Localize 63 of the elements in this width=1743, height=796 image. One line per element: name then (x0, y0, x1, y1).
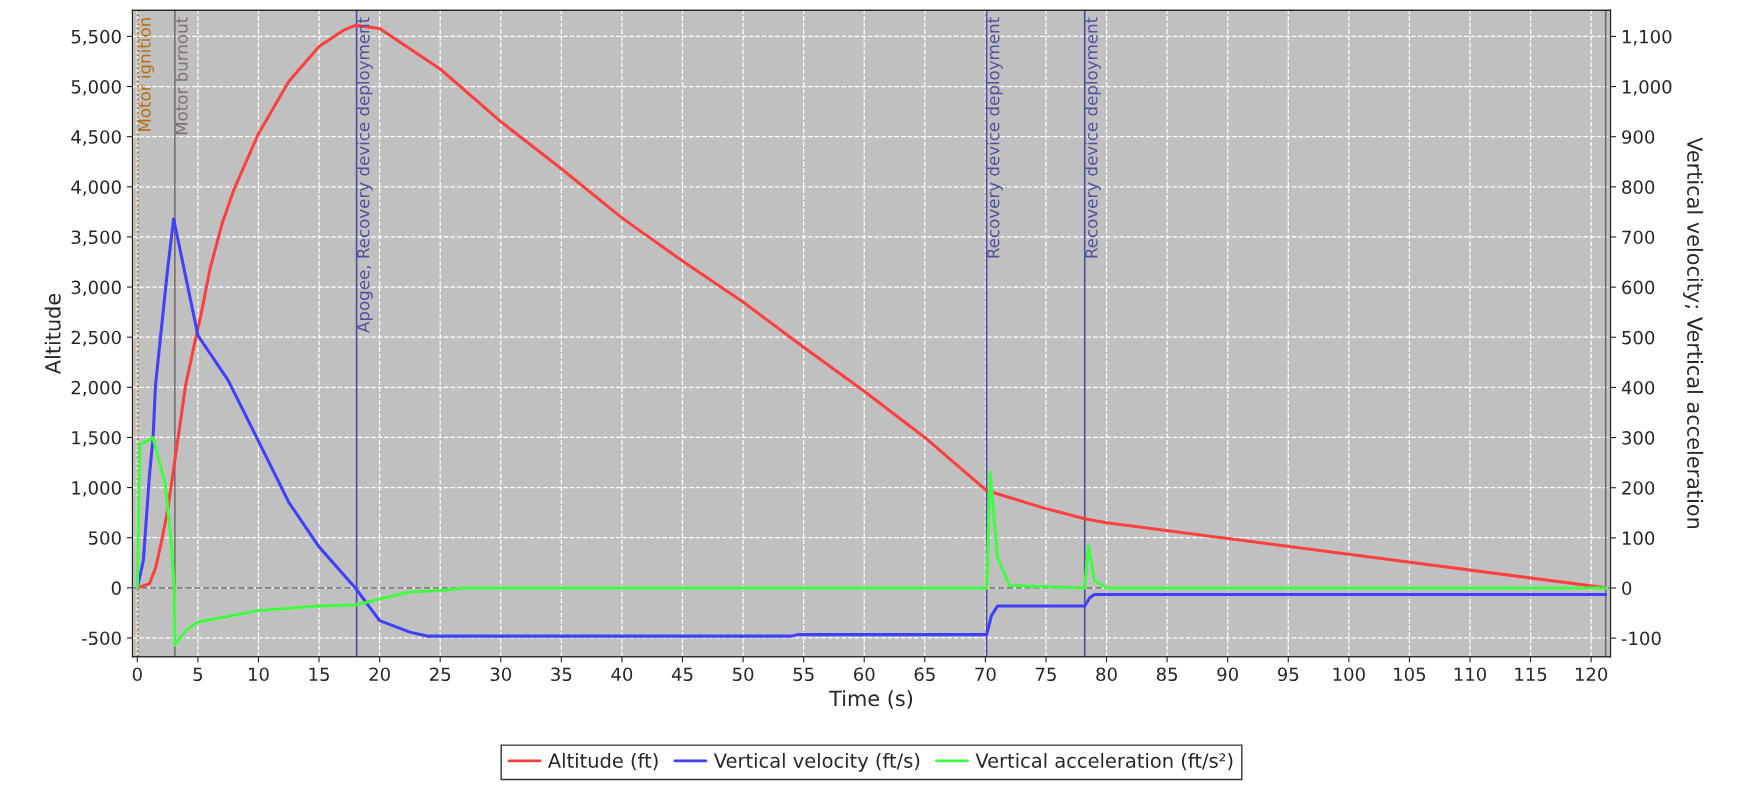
x-tick-label: 120 (1575, 667, 1608, 682)
ref-line-label: Motor ignition (137, 18, 155, 131)
y2-axis-title: Vertical velocity; Vertical acceleration (1683, 137, 1704, 529)
y2-tick-label: 700 (1622, 230, 1655, 245)
y-tick-label: 2,000 (71, 380, 121, 397)
x-tick-label: 105 (1394, 667, 1426, 682)
y-tick-label: -500 (81, 631, 121, 646)
y2-tick-label: 400 (1621, 380, 1655, 395)
x-tick-label: 40 (611, 667, 633, 682)
y2-tick-label: 1,100 (1622, 29, 1672, 46)
x-tick-label: 5 (193, 667, 203, 682)
ref-line-label: Recovery device deployment (986, 17, 1003, 258)
y2-tick-label: 800 (1622, 180, 1655, 194)
legend-label: Altitude (ft) (548, 752, 658, 771)
x-tick-label: 65 (914, 667, 935, 682)
y2-tick-label: 500 (1622, 330, 1655, 345)
x-tick-label: 50 (732, 667, 754, 682)
y-tick-label: 1,500 (72, 430, 121, 447)
y-tick-label: 3,000 (71, 280, 121, 297)
y2-tick-label: 1,000 (1622, 80, 1672, 96)
legend-label: Vertical acceleration (ft/s²) (975, 752, 1233, 771)
x-tick-label: 60 (854, 667, 875, 682)
x-tick-label: 90 (1217, 667, 1238, 682)
x-tick-label: 35 (551, 667, 572, 682)
x-tick-label: 75 (1035, 667, 1056, 682)
line-series (135, 436, 1608, 647)
ref-line-label: Motor burnout (174, 17, 188, 135)
y2-tick-label: 100 (1622, 531, 1655, 545)
x-tick-label: 0 (132, 667, 142, 682)
x-tick-label: 45 (671, 667, 693, 682)
y2-tick-label: 300 (1622, 431, 1655, 445)
x-tick-label: 30 (490, 667, 512, 682)
x-tick-label: 115 (1515, 667, 1547, 682)
y-tick-label: 5,000 (71, 80, 121, 96)
x-tick-label: 55 (793, 667, 814, 682)
legend-label: Vertical velocity (ft/s) (713, 752, 920, 772)
y-tick-label: 3,500 (71, 230, 121, 246)
y-tick-label: 2,500 (71, 330, 121, 347)
x-tick-label: 80 (1096, 667, 1117, 682)
y-tick-label: 0 (111, 581, 121, 595)
y-axis-title: Altitude (44, 293, 61, 375)
y2-tick-label: -100 (1621, 631, 1661, 646)
y2-tick-label: 900 (1622, 130, 1655, 144)
y-tick-label: 500 (88, 531, 121, 545)
x-tick-label: 15 (309, 667, 329, 682)
x-tick-label: 85 (1156, 667, 1178, 682)
x-tick-label: 100 (1333, 667, 1365, 682)
y-tick-label: 4,500 (71, 130, 121, 146)
ref-line-label: Recovery device deployment (1084, 17, 1101, 258)
x-axis-title: Time (s) (829, 690, 913, 709)
x-tick-label: 20 (369, 667, 390, 682)
x-tick-label: 25 (430, 667, 451, 682)
y2-tick-label: 600 (1622, 280, 1655, 295)
y-tick-label: 5,500 (71, 29, 121, 46)
ref-line-label: Apogee, Recovery device deployment (356, 17, 373, 333)
y2-tick-label: 200 (1622, 481, 1655, 495)
y2-tick-label: 0 (1622, 581, 1632, 596)
x-tick-label: 95 (1277, 667, 1299, 682)
y-tick-label: 1,000 (72, 481, 121, 497)
x-tick-label: 110 (1454, 667, 1487, 682)
x-tick-label: 10 (248, 667, 269, 682)
y-tick-label: 4,000 (71, 180, 121, 196)
x-tick-label: 70 (975, 667, 996, 682)
